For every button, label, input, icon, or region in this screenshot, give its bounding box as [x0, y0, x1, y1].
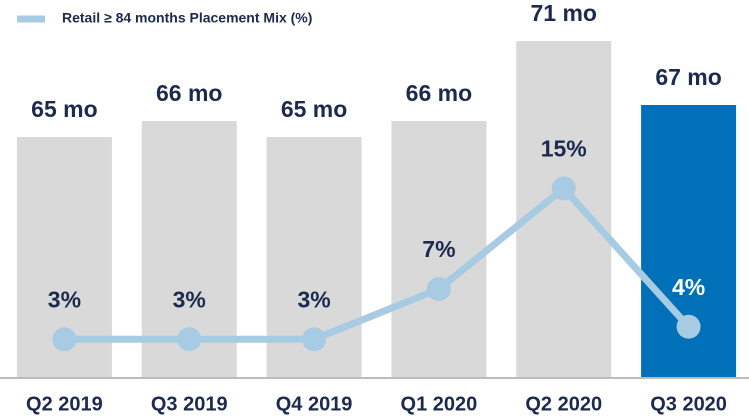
bar-value-label: 66 mo	[156, 80, 222, 106]
line-point	[302, 327, 327, 352]
line-value-label: 15%	[541, 136, 587, 162]
line-value-label: 4%	[672, 274, 705, 300]
line-point	[177, 327, 202, 352]
line-point	[426, 277, 451, 301]
line	[64, 183, 692, 343]
x-tick-label: Q2 2020	[525, 393, 602, 415]
x-tick-label: Q3 2020	[650, 393, 727, 415]
bar-value-label: 71 mo	[531, 0, 597, 26]
legend-label: Retail ≥ 84 months Placement Mix (%)	[62, 10, 312, 26]
x-tick-label: Q2 2019	[26, 393, 103, 415]
bar	[391, 121, 487, 377]
line-point	[676, 314, 701, 339]
bar-value-label: 65 mo	[281, 96, 347, 122]
x-tick-label: Q1 2020	[401, 393, 478, 415]
line-point	[52, 327, 77, 352]
bar-value-label: 67 mo	[655, 64, 721, 90]
line-value-label: 3%	[297, 286, 330, 312]
line-value-label: 3%	[48, 286, 81, 312]
line-point	[551, 176, 576, 201]
bar-value-label: 65 mo	[31, 96, 97, 122]
x-tick-label: Q3 2019	[151, 393, 228, 415]
line-value-label: 7%	[422, 236, 455, 262]
line-value-label: 3%	[173, 286, 206, 312]
x-tick-label: Q4 2019	[276, 393, 353, 415]
bar	[516, 41, 612, 377]
bar-value-label: 66 mo	[406, 80, 472, 106]
